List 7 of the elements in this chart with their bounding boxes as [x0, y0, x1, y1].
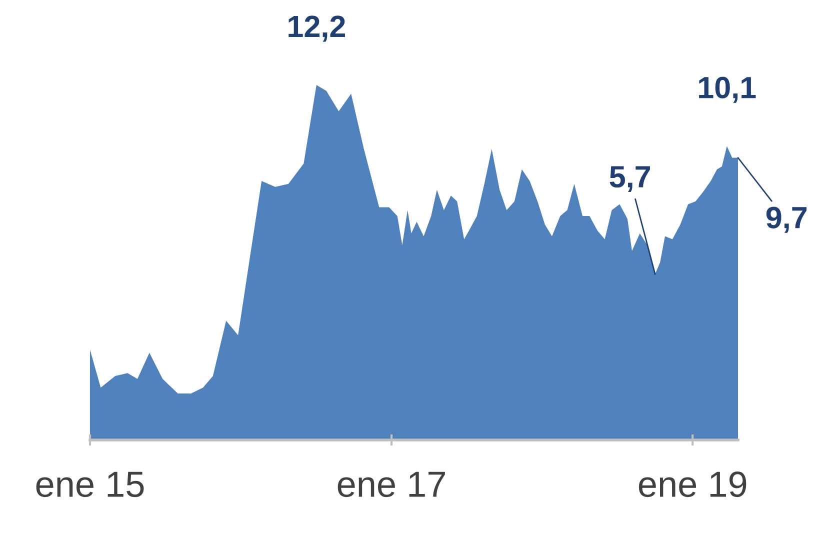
data-label: 12,2 — [288, 16, 345, 42]
data-label: 9,7 — [766, 206, 807, 233]
data-label: 5,7 — [610, 166, 650, 192]
x-tick-label: ene 15 — [36, 472, 144, 498]
x-tick-label: ene 19 — [638, 472, 746, 498]
data-label: 10,1 — [699, 76, 756, 103]
x-tick-label: ene 17 — [338, 472, 445, 498]
